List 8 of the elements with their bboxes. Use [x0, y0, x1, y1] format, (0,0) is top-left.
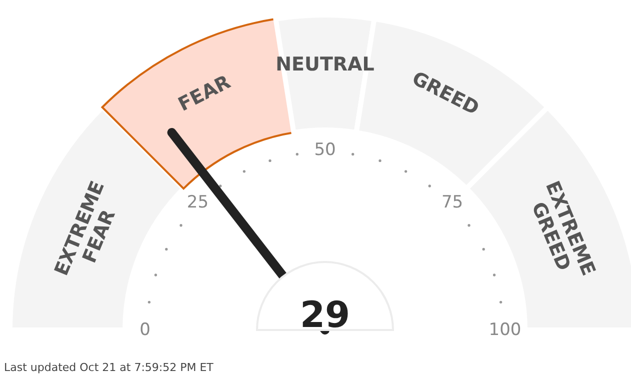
text: 25 [186, 192, 209, 213]
text: 0 [140, 320, 150, 340]
text: Last updated Oct 21 at 7:59:52 PM ET [4, 361, 214, 374]
text: 50 [314, 140, 336, 160]
text: 100 [488, 320, 522, 340]
slice-label: NEUTRAL [276, 54, 374, 76]
text: 29 [300, 295, 350, 336]
text: 75 [441, 192, 464, 213]
